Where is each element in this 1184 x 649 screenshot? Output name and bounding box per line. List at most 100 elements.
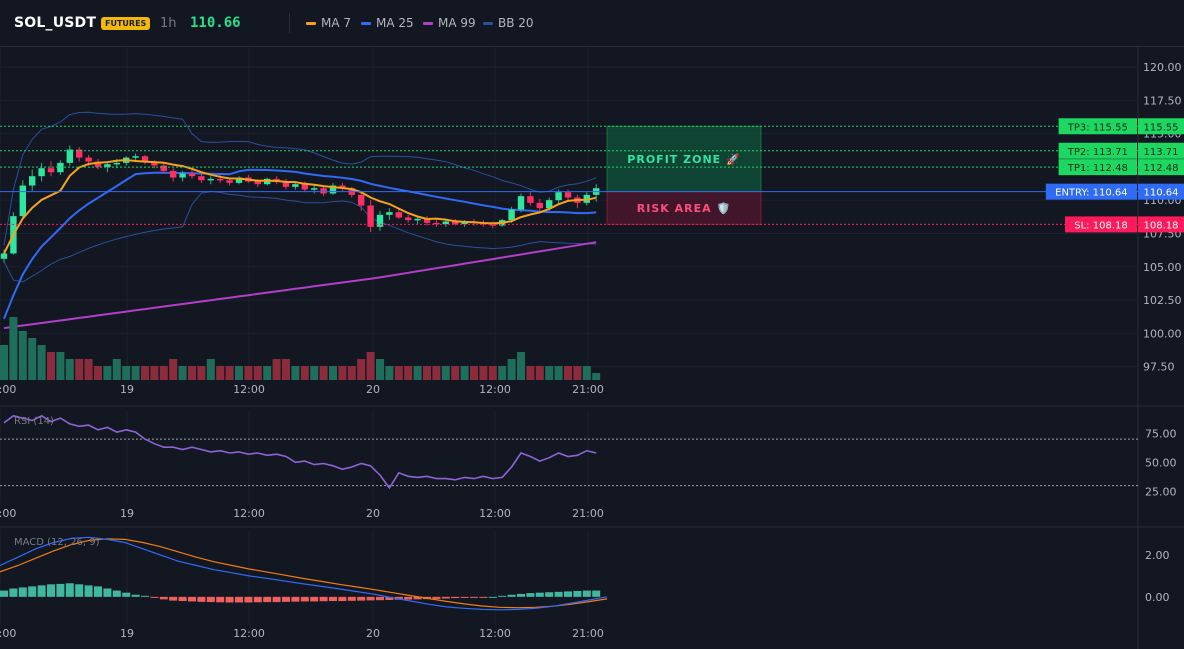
x-tick-label: 12:00 bbox=[479, 507, 511, 520]
volume-bar bbox=[235, 366, 243, 380]
volume-bar bbox=[103, 366, 112, 380]
candle-body bbox=[414, 218, 421, 221]
level-tag-text: SL: 108.18 bbox=[1074, 220, 1127, 231]
level-tag-text: TP1: 112.48 bbox=[1067, 163, 1128, 174]
macd-histogram-bar bbox=[451, 596, 460, 599]
candle-body bbox=[85, 157, 92, 162]
level-price-text: 113.71 bbox=[1144, 147, 1179, 158]
volume-bar bbox=[122, 366, 131, 380]
macd-histogram-bar bbox=[441, 596, 450, 599]
macd-histogram-bar bbox=[244, 596, 253, 603]
macd-histogram-bar bbox=[188, 596, 196, 602]
macd-histogram-bar bbox=[225, 596, 234, 603]
candle-body bbox=[442, 221, 449, 225]
legend-bb20[interactable]: BB 20 bbox=[483, 16, 534, 30]
candle-body bbox=[339, 185, 346, 189]
x-tick-label: 19 bbox=[120, 507, 134, 520]
y-tick-label: 97.50 bbox=[1143, 361, 1175, 374]
macd-histogram-bar bbox=[291, 596, 300, 602]
timeframe-label[interactable]: 1h bbox=[160, 16, 177, 31]
candle-body bbox=[198, 176, 205, 181]
macd-histogram-bar bbox=[131, 594, 140, 597]
volume-bar bbox=[56, 352, 65, 380]
risk-zone-label: RISK AREA 🛡️ bbox=[637, 202, 731, 215]
volume-bar bbox=[319, 366, 328, 380]
legend-label: BB 20 bbox=[498, 16, 534, 30]
candle-body bbox=[141, 156, 149, 162]
candle-body bbox=[376, 214, 384, 227]
candle-body bbox=[94, 161, 102, 167]
macd-histogram-bar bbox=[564, 591, 572, 597]
candle-body bbox=[38, 168, 45, 177]
legend-ma99[interactable]: MA 99 bbox=[423, 16, 476, 30]
level-price-text: 115.55 bbox=[1144, 122, 1179, 133]
volume-bar bbox=[498, 366, 507, 380]
macd-histogram-bar bbox=[18, 587, 27, 597]
candle-body bbox=[386, 212, 393, 215]
volume-bar bbox=[206, 359, 215, 380]
candle-body bbox=[170, 170, 177, 178]
y-tick-label: 102.50 bbox=[1143, 294, 1182, 307]
legend-label: MA 25 bbox=[376, 16, 414, 30]
volume-bar bbox=[300, 366, 309, 380]
x-tick-label: 12:00 bbox=[479, 627, 511, 640]
bb-upper-line bbox=[3, 111, 597, 246]
macd-histogram-bar bbox=[197, 596, 206, 602]
volume-bar bbox=[338, 366, 347, 380]
symbol-label[interactable]: SOL_USDT bbox=[14, 15, 97, 31]
candle-body bbox=[226, 180, 233, 183]
macd-histogram-bar bbox=[517, 593, 525, 597]
volume-bar bbox=[28, 338, 37, 380]
macd-line bbox=[0, 536, 608, 611]
volume-bar bbox=[169, 359, 178, 380]
macd-histogram-bar bbox=[65, 583, 74, 597]
legend-ma25[interactable]: MA 25 bbox=[361, 16, 414, 30]
level-price-tag bbox=[1138, 159, 1184, 176]
macd-histogram-bar bbox=[366, 596, 375, 601]
macd-histogram-bar bbox=[122, 592, 131, 597]
level-tag-text: TP2: 113.71 bbox=[1067, 147, 1128, 158]
candle-body bbox=[179, 173, 186, 178]
volume-bar bbox=[65, 359, 74, 380]
volume-bar bbox=[225, 366, 234, 380]
candle-body bbox=[292, 184, 299, 187]
x-tick-label: 12:00 bbox=[233, 507, 265, 520]
volume-bar bbox=[535, 366, 544, 380]
level-price-tag bbox=[1138, 142, 1184, 159]
candle-body bbox=[104, 164, 111, 167]
macd-histogram-bar bbox=[488, 596, 497, 598]
x-tick-label: 21:00 bbox=[572, 507, 604, 520]
legend-swatch bbox=[483, 22, 493, 25]
macd-y-tick: 0.00 bbox=[1145, 591, 1170, 604]
level-price-tag bbox=[1138, 216, 1184, 233]
macd-histogram-bar bbox=[582, 590, 591, 597]
candle-body bbox=[76, 149, 83, 158]
volume-bar bbox=[507, 359, 516, 380]
macd-histogram-bar bbox=[159, 596, 168, 600]
volume-bar bbox=[432, 366, 441, 380]
volume-bar bbox=[394, 366, 403, 380]
macd-histogram-bar bbox=[507, 594, 516, 597]
legend-ma7[interactable]: MA 7 bbox=[306, 16, 351, 30]
macd-histogram-bar bbox=[404, 596, 413, 600]
volume-bar bbox=[413, 366, 422, 380]
candle-body bbox=[433, 222, 440, 225]
level-tag-tp2 bbox=[1058, 142, 1137, 159]
candle-body bbox=[320, 188, 327, 194]
volume-bar bbox=[112, 359, 121, 380]
volume-bar bbox=[282, 359, 290, 380]
macd-histogram-bar bbox=[112, 590, 121, 597]
macd-histogram-bar bbox=[376, 596, 384, 601]
volume-bar bbox=[517, 352, 525, 380]
volume-bar bbox=[159, 366, 168, 380]
macd-histogram-bar bbox=[470, 596, 478, 598]
macd-histogram-bar bbox=[347, 596, 356, 601]
rsi-y-tick: 50.00 bbox=[1145, 456, 1177, 469]
volume-bar bbox=[385, 366, 394, 380]
volume-bar bbox=[573, 366, 582, 380]
macd-histogram-bar bbox=[498, 595, 507, 597]
candle-body bbox=[113, 162, 120, 165]
volume-bar bbox=[253, 366, 262, 380]
level-tag-text: ENTRY: 110.64 bbox=[1055, 188, 1128, 199]
